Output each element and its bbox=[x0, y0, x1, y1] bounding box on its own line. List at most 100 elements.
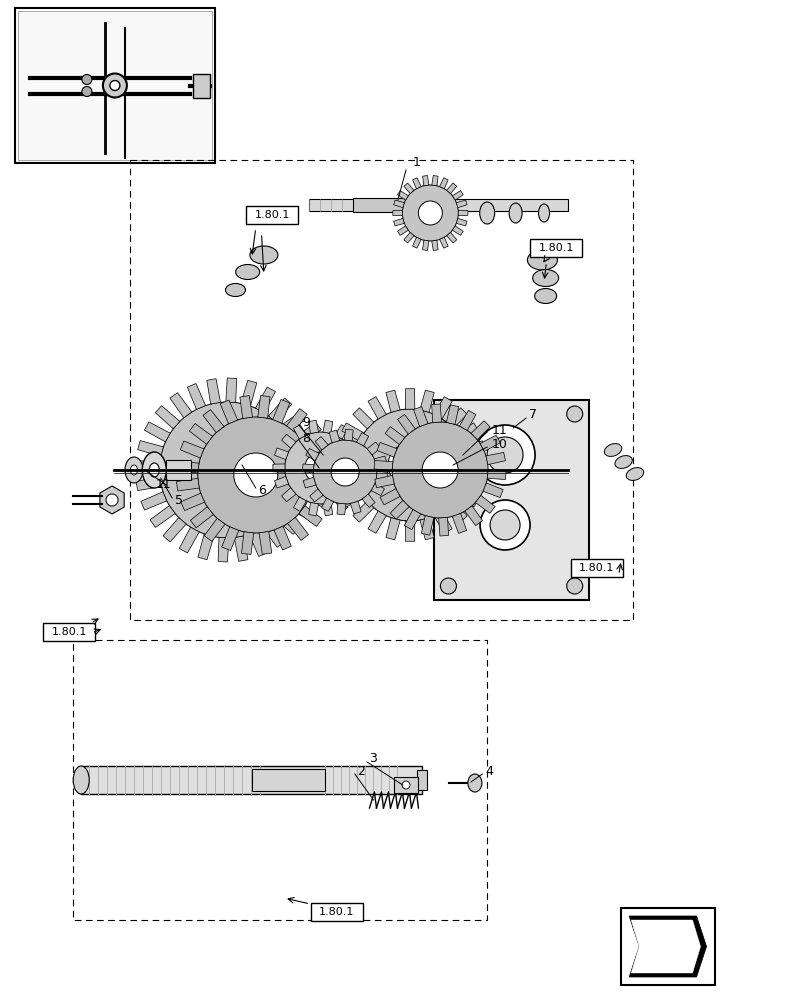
Polygon shape bbox=[272, 464, 285, 472]
Ellipse shape bbox=[532, 269, 558, 286]
Circle shape bbox=[440, 578, 456, 594]
Polygon shape bbox=[241, 532, 254, 554]
Polygon shape bbox=[315, 437, 328, 450]
Circle shape bbox=[234, 453, 277, 497]
Circle shape bbox=[159, 402, 295, 538]
Polygon shape bbox=[198, 534, 213, 560]
Ellipse shape bbox=[614, 456, 632, 468]
Polygon shape bbox=[274, 448, 288, 460]
Polygon shape bbox=[345, 488, 359, 502]
Polygon shape bbox=[486, 452, 504, 465]
Polygon shape bbox=[403, 183, 414, 194]
Polygon shape bbox=[307, 492, 331, 509]
Polygon shape bbox=[335, 497, 348, 511]
Circle shape bbox=[418, 201, 442, 225]
Bar bbox=[81, 766, 422, 794]
Polygon shape bbox=[438, 517, 448, 536]
Polygon shape bbox=[220, 400, 238, 424]
Polygon shape bbox=[413, 407, 427, 427]
Polygon shape bbox=[452, 513, 466, 533]
Circle shape bbox=[82, 75, 92, 85]
Ellipse shape bbox=[467, 774, 481, 792]
Polygon shape bbox=[419, 518, 434, 540]
Polygon shape bbox=[323, 503, 333, 516]
Polygon shape bbox=[629, 916, 706, 977]
Polygon shape bbox=[221, 527, 238, 551]
Ellipse shape bbox=[225, 284, 245, 296]
Polygon shape bbox=[176, 461, 199, 473]
Polygon shape bbox=[376, 442, 397, 457]
Polygon shape bbox=[138, 441, 163, 456]
Text: 6: 6 bbox=[258, 484, 266, 496]
Polygon shape bbox=[353, 408, 374, 429]
Polygon shape bbox=[337, 503, 345, 515]
Ellipse shape bbox=[479, 202, 494, 224]
Polygon shape bbox=[439, 237, 448, 248]
Bar bbox=[308, 199, 568, 211]
Text: 4: 4 bbox=[485, 765, 493, 778]
Polygon shape bbox=[452, 226, 462, 235]
Polygon shape bbox=[344, 429, 353, 441]
Polygon shape bbox=[380, 489, 400, 505]
Circle shape bbox=[304, 452, 337, 484]
Polygon shape bbox=[204, 518, 225, 541]
Polygon shape bbox=[249, 531, 267, 556]
Polygon shape bbox=[308, 420, 318, 433]
Ellipse shape bbox=[149, 463, 159, 477]
Polygon shape bbox=[306, 448, 319, 461]
Polygon shape bbox=[293, 497, 306, 511]
Circle shape bbox=[331, 458, 358, 486]
Ellipse shape bbox=[625, 468, 643, 480]
Text: 7: 7 bbox=[529, 408, 537, 422]
Polygon shape bbox=[356, 464, 368, 472]
Polygon shape bbox=[312, 459, 335, 472]
Polygon shape bbox=[462, 441, 484, 455]
Bar bbox=[18, 11, 212, 160]
Polygon shape bbox=[203, 410, 224, 433]
Polygon shape bbox=[353, 448, 367, 460]
Polygon shape bbox=[225, 378, 236, 403]
Circle shape bbox=[566, 406, 582, 422]
Circle shape bbox=[200, 442, 255, 498]
Polygon shape bbox=[464, 506, 482, 526]
Polygon shape bbox=[456, 489, 478, 507]
Circle shape bbox=[422, 452, 457, 488]
Polygon shape bbox=[321, 498, 333, 511]
Polygon shape bbox=[412, 178, 421, 189]
Polygon shape bbox=[279, 413, 304, 434]
Polygon shape bbox=[446, 232, 457, 243]
Polygon shape bbox=[323, 420, 333, 433]
Bar bbox=[530, 239, 581, 257]
Polygon shape bbox=[345, 434, 359, 448]
Circle shape bbox=[285, 432, 356, 504]
Bar bbox=[417, 770, 427, 790]
Polygon shape bbox=[397, 226, 408, 235]
Polygon shape bbox=[140, 492, 166, 510]
Circle shape bbox=[82, 87, 92, 97]
Polygon shape bbox=[100, 486, 124, 514]
Polygon shape bbox=[367, 442, 380, 455]
Bar bbox=[393, 777, 418, 793]
Polygon shape bbox=[350, 501, 361, 514]
Polygon shape bbox=[341, 423, 363, 441]
Polygon shape bbox=[474, 495, 495, 513]
Polygon shape bbox=[286, 409, 307, 432]
Bar bbox=[193, 74, 210, 98]
Circle shape bbox=[392, 422, 487, 518]
Circle shape bbox=[487, 437, 522, 473]
Polygon shape bbox=[293, 425, 306, 439]
Polygon shape bbox=[281, 488, 295, 502]
Polygon shape bbox=[335, 441, 357, 455]
Polygon shape bbox=[298, 506, 322, 526]
Polygon shape bbox=[181, 493, 204, 511]
Ellipse shape bbox=[508, 203, 521, 223]
Polygon shape bbox=[422, 240, 428, 250]
Polygon shape bbox=[405, 389, 414, 409]
Polygon shape bbox=[288, 430, 314, 448]
Polygon shape bbox=[384, 427, 405, 445]
Polygon shape bbox=[135, 461, 160, 472]
Circle shape bbox=[566, 578, 582, 594]
Polygon shape bbox=[389, 500, 409, 519]
Polygon shape bbox=[431, 240, 438, 250]
Bar bbox=[311, 903, 363, 921]
